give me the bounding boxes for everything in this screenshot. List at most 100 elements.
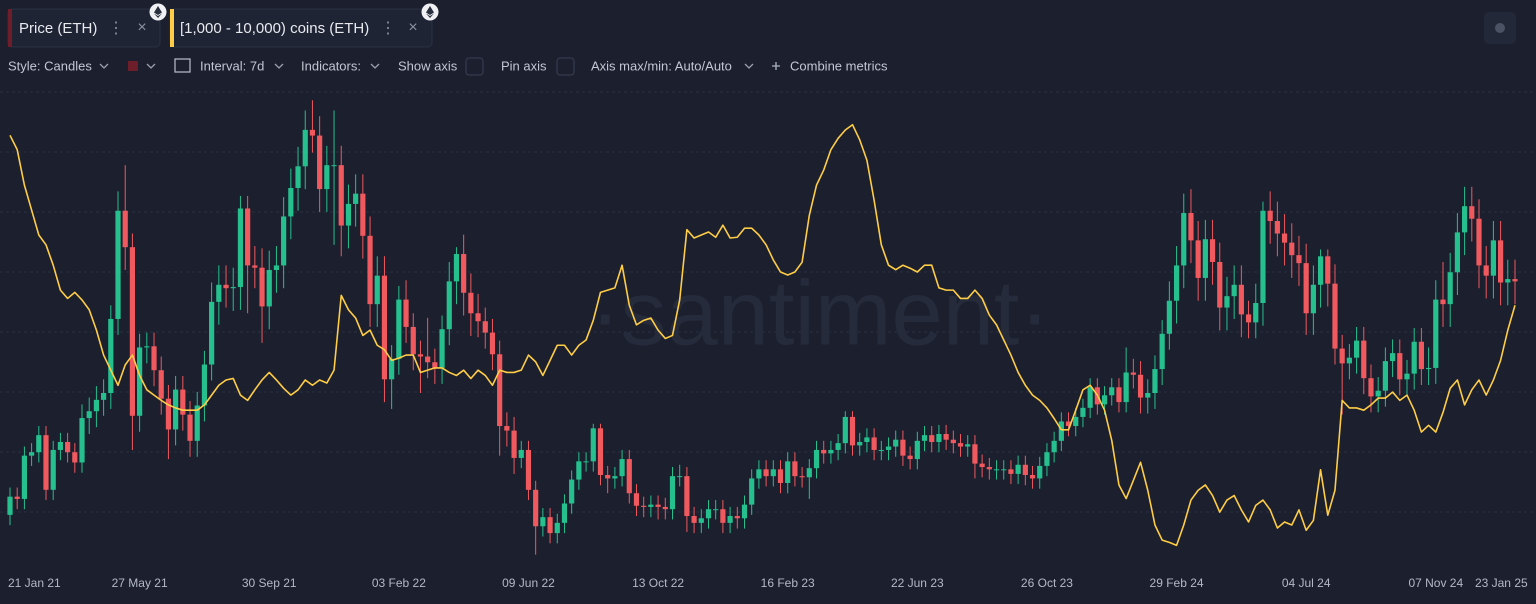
candle-body [237, 208, 244, 288]
candle-body [1267, 210, 1273, 221]
pin-axis-label[interactable]: Pin axis [501, 58, 547, 73]
x-tick-label: 30 Sep 21 [242, 576, 297, 590]
candle-body [1008, 469, 1014, 474]
show-axis-label[interactable]: Show axis [398, 58, 458, 73]
tab-label: Price (ETH) [19, 20, 97, 37]
candle-body [741, 504, 748, 519]
x-tick-label: 22 Jun 23 [891, 576, 944, 590]
candle-body [1209, 239, 1216, 263]
candle-body [921, 435, 928, 441]
style-select[interactable]: Style: Candles [8, 58, 92, 73]
metric-line [9, 123, 1516, 547]
candle-body [1469, 206, 1475, 219]
combine-metrics[interactable]: Combine metrics [790, 58, 888, 73]
candle-body [705, 509, 712, 519]
candle-body [144, 346, 150, 348]
candle-body [1425, 367, 1432, 370]
candle-body [1274, 220, 1280, 234]
candle-body [7, 496, 13, 515]
menu-icon[interactable]: ⋮ [108, 20, 124, 37]
checkbox[interactable] [465, 57, 484, 76]
candle-body [907, 455, 913, 460]
metric-tab[interactable]: Price (ETH) ⋮ × [7, 3, 167, 48]
candle-body [849, 416, 856, 446]
candle-body [43, 435, 49, 490]
candle-body [309, 129, 316, 136]
candle-body [806, 468, 812, 478]
candle-body [1015, 464, 1021, 474]
indicators-select[interactable]: Indicators: [301, 58, 361, 73]
candle-body [1260, 210, 1266, 304]
candle-body [216, 284, 222, 302]
menu-icon[interactable]: ⋮ [380, 20, 396, 37]
candle-body [1389, 353, 1396, 362]
candle-body [569, 479, 575, 504]
candle-body [1051, 440, 1057, 453]
candle-body [1368, 378, 1374, 397]
candle-body [1087, 387, 1093, 408]
close-icon[interactable]: × [408, 19, 417, 36]
candle-body [389, 358, 395, 380]
plot [7, 100, 1518, 555]
candle-body [864, 437, 870, 442]
candle-body [799, 476, 805, 478]
candle-body [626, 459, 632, 494]
candle-body [1440, 299, 1446, 305]
candle-body [1044, 452, 1050, 466]
candle-body [936, 434, 942, 442]
candle-body [288, 187, 294, 217]
candle-body [785, 461, 791, 483]
candle-body [777, 469, 784, 483]
eth-glyph [426, 6, 434, 18]
candle-body [1245, 314, 1252, 323]
candle-body [511, 430, 517, 458]
candle-body [792, 461, 798, 477]
metric-tab[interactable]: [1,000 - 10,000) coins (ETH) ⋮ × [169, 3, 439, 48]
close-icon[interactable]: × [137, 19, 146, 36]
interval-select[interactable]: Interval: 7d [200, 58, 264, 73]
candle-body [201, 364, 208, 406]
candle-body [151, 346, 157, 371]
candle-body [525, 449, 532, 490]
candle-body [633, 493, 640, 506]
chevron [744, 63, 754, 69]
settings-button[interactable] [1484, 12, 1516, 44]
candle-body [756, 469, 762, 479]
candle-body [468, 292, 474, 314]
candle-body [1512, 279, 1518, 282]
candle-body [770, 469, 776, 477]
x-tick-label: 21 Jan 21 [8, 576, 61, 590]
candle-body [331, 165, 337, 167]
candle-body [1382, 361, 1388, 391]
candle-body [302, 129, 308, 167]
candle-body [158, 370, 164, 399]
candle-body [857, 441, 863, 446]
plus-icon [772, 62, 780, 70]
candle-body [597, 428, 604, 476]
candle-body [720, 509, 726, 523]
candle-body [273, 265, 280, 270]
candle-body [403, 299, 409, 327]
candle-body [893, 439, 899, 447]
candle-body [50, 449, 56, 490]
candle-body [1109, 387, 1115, 396]
candle-body [1037, 465, 1043, 479]
candle-body [1332, 283, 1338, 349]
candle-body [1217, 262, 1223, 308]
candle-body [878, 449, 884, 451]
candle-body [57, 441, 64, 450]
candle-body [1058, 421, 1064, 441]
candle-body [417, 354, 424, 357]
checkbox[interactable] [556, 57, 575, 76]
candle-body [1418, 341, 1424, 370]
candle-body [533, 489, 539, 527]
candle-body [1433, 299, 1439, 368]
color-swatch[interactable] [128, 61, 138, 71]
candle-body [1289, 242, 1295, 256]
candle-body [259, 267, 265, 307]
candle-body [353, 193, 359, 204]
candle-body [648, 504, 654, 507]
candle-body [187, 414, 193, 441]
chevron [146, 63, 156, 69]
axis-range-select[interactable]: Axis max/min: Auto/Auto [591, 58, 732, 73]
